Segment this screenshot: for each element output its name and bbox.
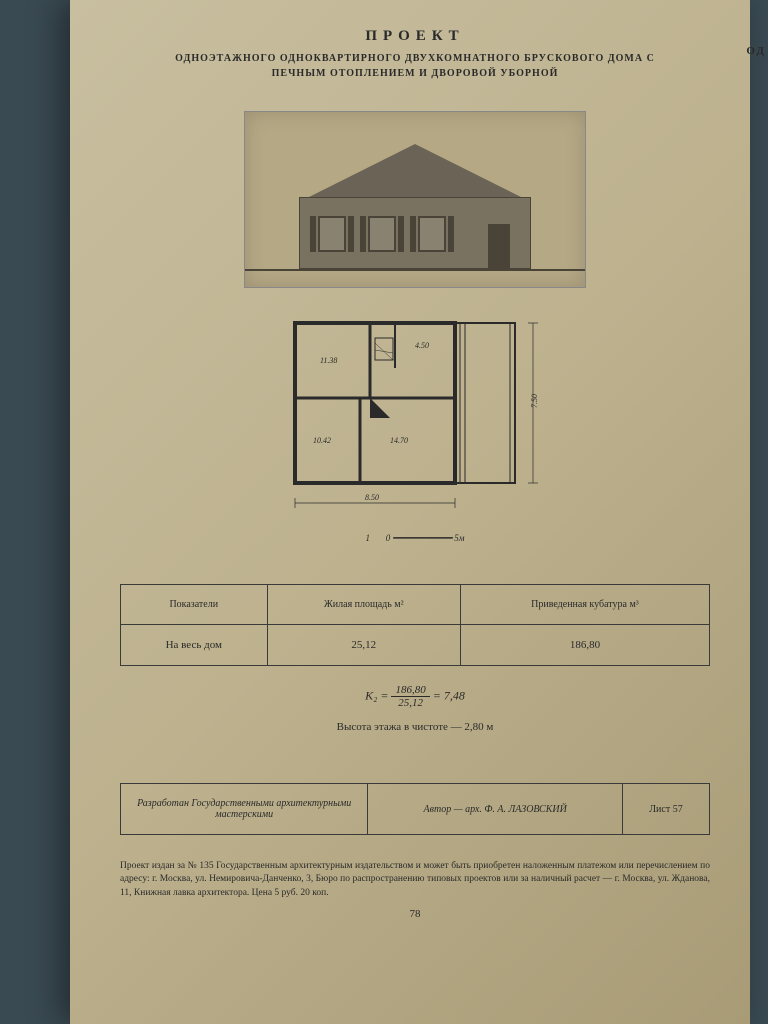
title-main: ПРОЕКТ (120, 28, 710, 45)
table-row: На весь дом 25,12 186,80 (121, 625, 710, 666)
k2-formula: K₂ = 186,80 25,12 = 7,48 (120, 684, 710, 709)
metrics-table: Показатели Жилая площадь м² Приведенная … (120, 584, 710, 666)
col-header: Жилая площадь м² (267, 585, 460, 625)
sheet-number: Лист 57 (623, 784, 710, 835)
col-header: Приведенная кубатура м³ (460, 585, 709, 625)
publication-footnote: Проект издан за № 135 Государственным ар… (120, 860, 710, 900)
floorplan-svg: 11.38 4.50 10.42 14.70 8.50 7.50 (285, 308, 545, 518)
room-label: 11.38 (320, 356, 337, 365)
author: Автор — арх. Ф. А. ЛАЗОВСКИЙ (368, 784, 623, 835)
scale-bar: 1 0 ━━━━━━━━━━━ 5м (120, 533, 710, 544)
floor-plan-drawing: 11.38 4.50 10.42 14.70 8.50 7.50 (270, 308, 560, 518)
house-elevation-drawing (244, 111, 586, 288)
dim-width: 8.50 (365, 493, 379, 502)
dim-height: 7.50 (530, 394, 539, 408)
page-number: 78 (120, 908, 710, 920)
developed-by: Разработан Государственными архитектурны… (121, 784, 368, 835)
floor-height-text: Высота этажа в чистоте — 2,80 м (120, 721, 710, 733)
room-label: 14.70 (390, 436, 408, 445)
document-page: ПРОЕКТ ОДНОЭТАЖНОГО ОДНОКВАРТИРНОГО ДВУХ… (70, 0, 750, 1024)
title-subtitle: ОДНОЭТАЖНОГО ОДНОКВАРТИРНОГО ДВУХКОМНАТН… (120, 51, 710, 81)
attribution-table: Разработан Государственными архитектурны… (120, 783, 710, 835)
next-page-fragment: ОД (746, 45, 766, 57)
room-label: 4.50 (415, 341, 429, 350)
room-label: 10.42 (313, 436, 331, 445)
col-header: Показатели (121, 585, 268, 625)
